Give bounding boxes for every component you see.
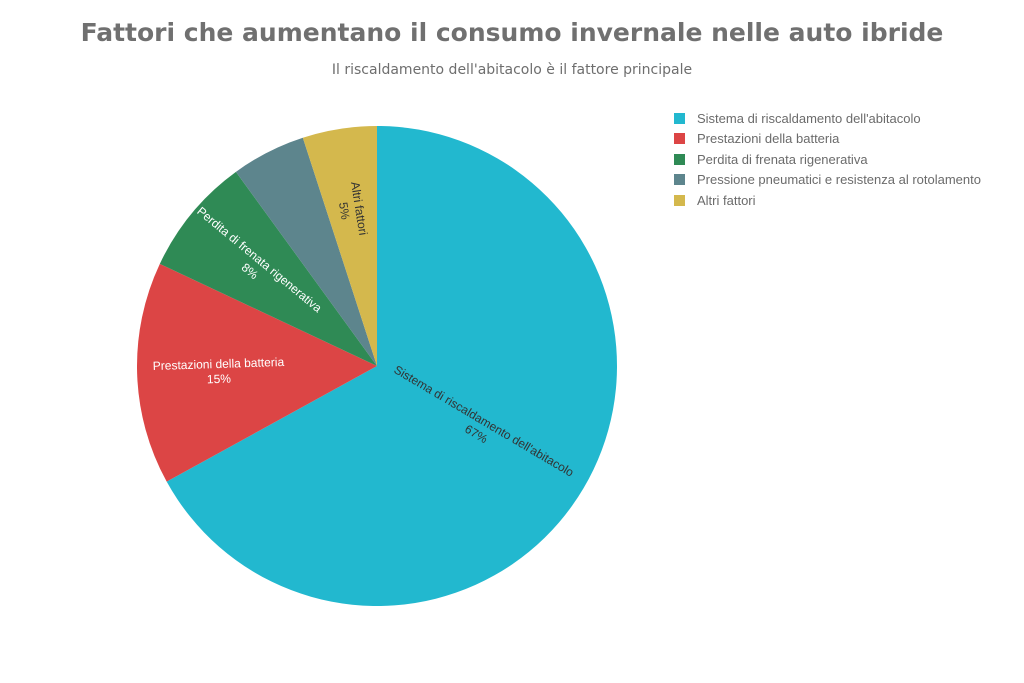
slice-label-percent: 5% [336,201,353,221]
legend: Sistema di riscaldamento dell'abitacolo P… [674,108,981,211]
chart-title: Fattori che aumentano il consumo inverna… [80,18,944,47]
legend-swatch [674,112,685,124]
legend-label: Sistema di riscaldamento dell'abitacolo [697,110,921,126]
legend-label: Pressione pneumatici e resistenza al rot… [697,172,981,188]
pie-slice-perdita-di-frenata-rigenerativa [159,171,377,366]
legend-label: Perdita di frenata rigenerativa [697,151,868,167]
pie-slice-altri-fattori [302,126,377,366]
slice-label-percent: 15% [207,372,232,387]
pie-slice-sistema-di-riscaldamento-dell-abitacolo [166,126,617,606]
slice-label-name: Prestazioni della batteria [153,355,285,373]
legend-item-prestazioni-della-batteria[interactable]: Prestazioni della batteria [674,129,981,150]
legend-swatch [674,153,685,165]
legend-item-perdita-di-frenata-rigenerativa[interactable]: Perdita di frenata rigenerativa [674,149,981,170]
legend-item-sistema-di-riscaldamento-dell-abitacolo[interactable]: Sistema di riscaldamento dell'abitacolo [674,108,981,129]
legend-label: Prestazioni della batteria [697,131,840,147]
pie-slice-prestazioni-della-batteria [137,263,377,482]
legend-label: Altri fattori [697,192,756,208]
legend-swatch [674,174,685,186]
legend-item-altri-fattori[interactable]: Altri fattori [674,190,981,211]
legend-swatch [674,133,685,145]
legend-swatch [674,194,685,206]
legend-item-pressione-pneumatici-e-resistenza-al-rotolamento[interactable]: Pressione pneumatici e resistenza al rot… [674,170,981,191]
pie-slice-pressione-pneumatici-e-resistenza-al-rotolamento [235,137,377,366]
chart-subtitle: Il riscaldamento dell'abitacolo è il fat… [331,62,693,78]
